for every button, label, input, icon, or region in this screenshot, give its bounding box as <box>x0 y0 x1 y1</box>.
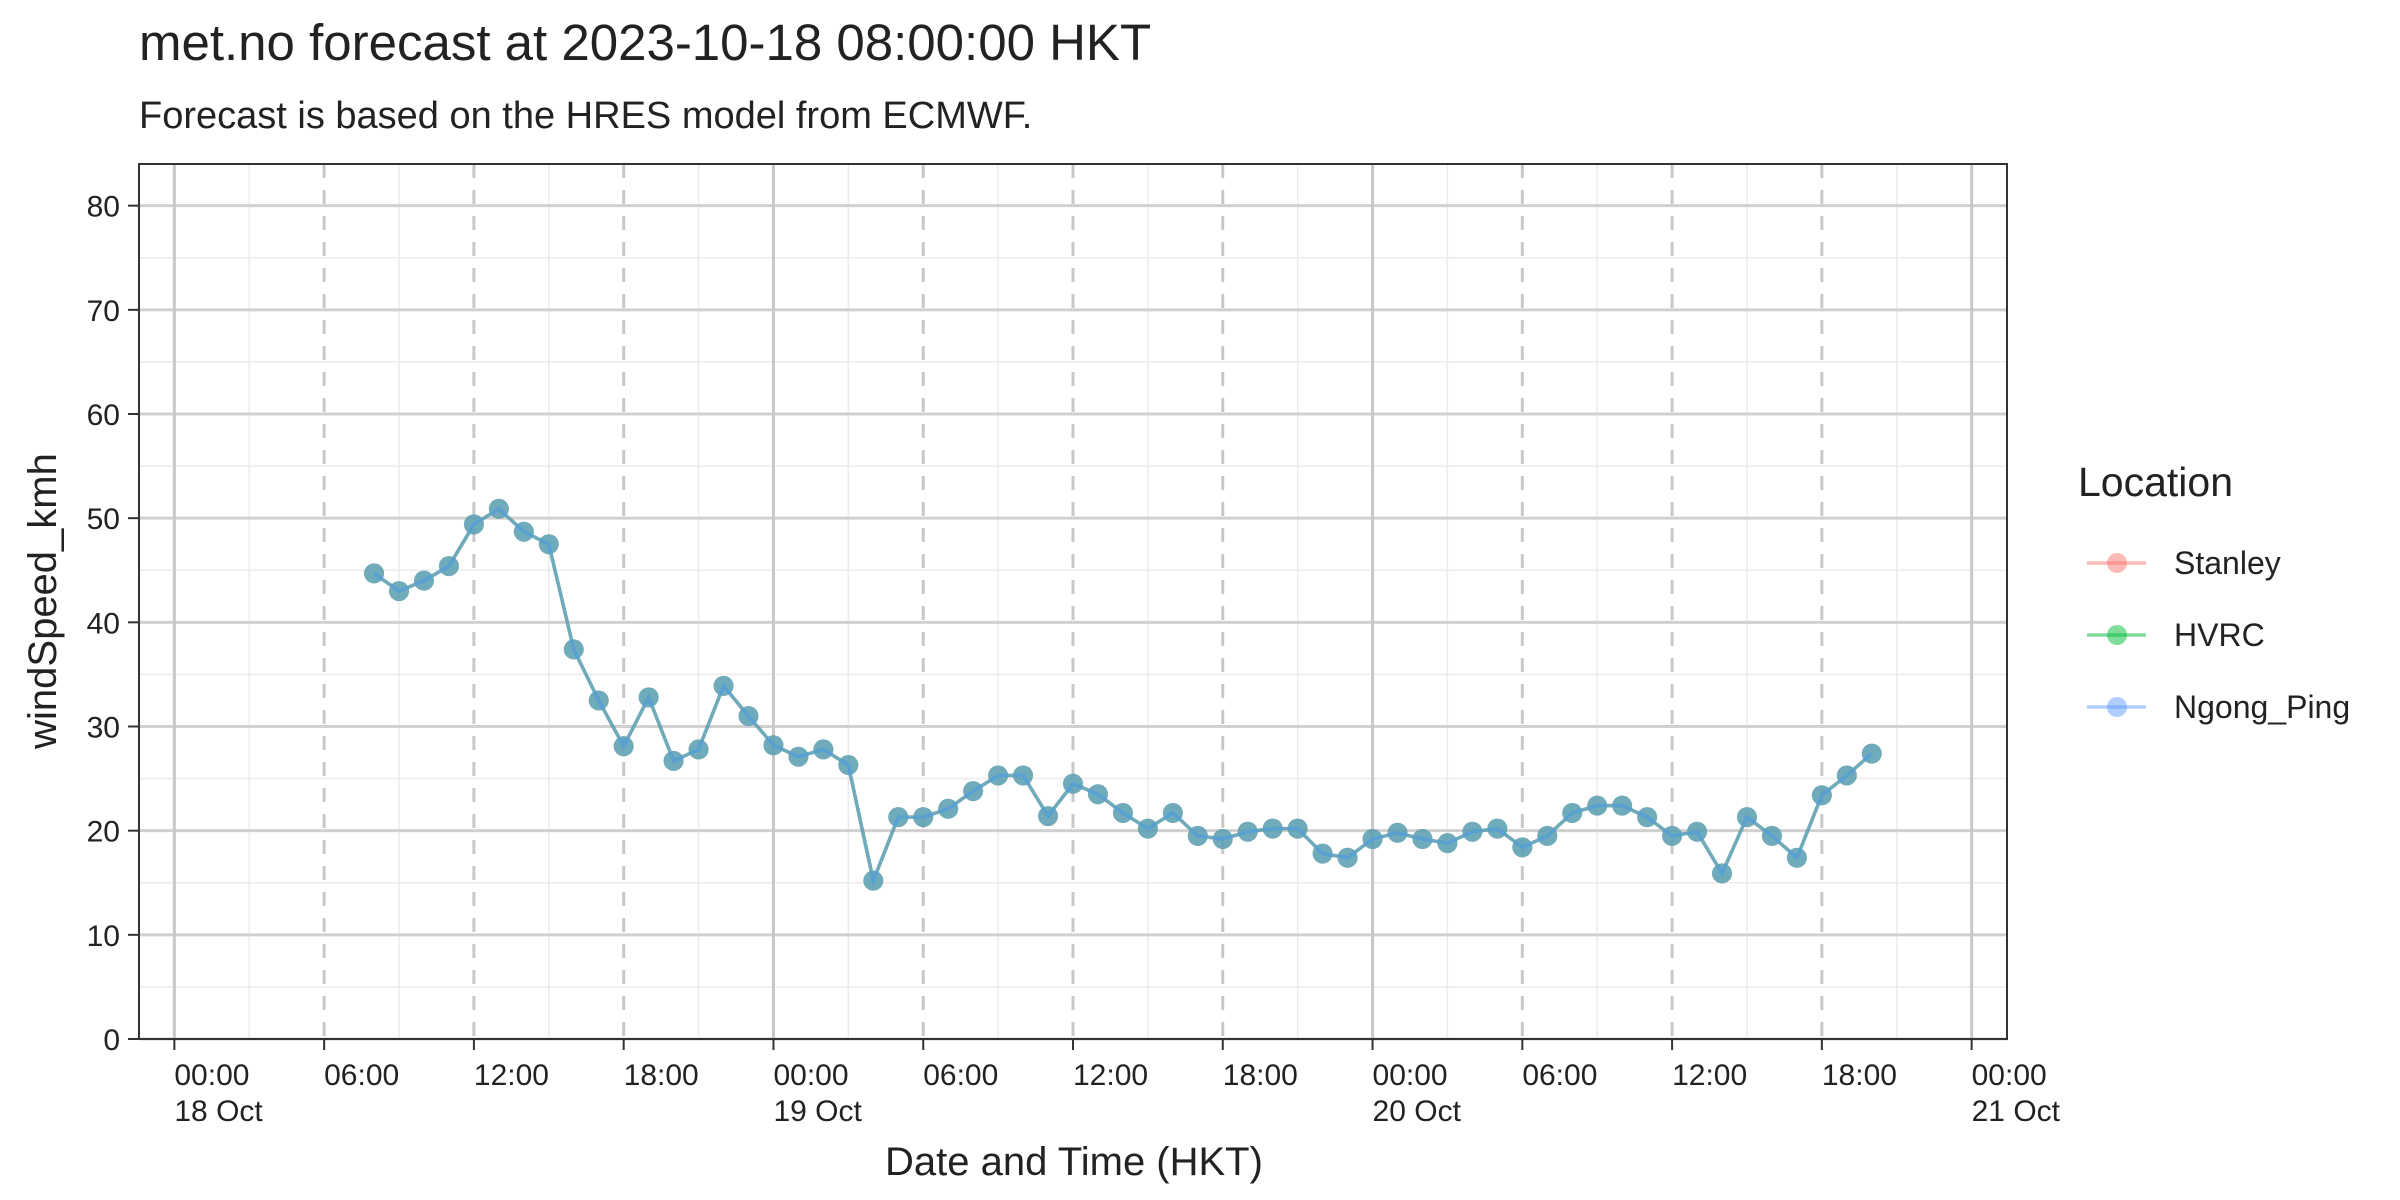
data-point <box>538 534 559 555</box>
legend-key-point <box>2107 625 2127 645</box>
data-point <box>1562 802 1583 823</box>
data-point <box>688 739 709 760</box>
chart-title: met.no forecast at 2023-10-18 08:00:00 H… <box>139 14 1151 71</box>
data-point <box>813 739 834 760</box>
data-point <box>1137 818 1158 839</box>
x-tick-label: 18:00 <box>1822 1059 1897 1092</box>
y-tick-label: 10 <box>87 920 120 953</box>
x-tick-label: 00:00 19 Oct <box>773 1059 862 1128</box>
data-point <box>1162 802 1183 823</box>
y-tick-label: 0 <box>103 1024 120 1057</box>
data-point <box>1038 806 1059 827</box>
data-point <box>1512 837 1533 858</box>
data-point <box>863 870 884 891</box>
data-point <box>563 639 584 660</box>
y-axis-title: windSpeed_kmh <box>21 453 65 750</box>
data-point <box>1412 829 1433 849</box>
data-point <box>1187 825 1208 846</box>
data-point <box>1687 821 1708 842</box>
data-point <box>1836 765 1857 786</box>
data-point <box>988 765 1009 786</box>
y-tick-label: 60 <box>87 399 120 432</box>
data-point <box>1237 821 1258 842</box>
x-tick-label: 18:00 <box>1223 1059 1298 1092</box>
data-point <box>413 570 434 591</box>
data-point <box>638 687 659 708</box>
data-point <box>763 735 784 756</box>
data-point <box>1712 863 1733 884</box>
y-tick-label: 20 <box>87 816 120 849</box>
x-tick-label: 12:00 <box>1073 1059 1148 1092</box>
data-point <box>1736 807 1757 828</box>
data-point <box>1462 821 1483 842</box>
data-point <box>1013 765 1034 786</box>
data-point <box>838 755 859 776</box>
data-point <box>788 746 809 767</box>
data-point <box>488 498 509 519</box>
data-point <box>938 798 959 819</box>
x-tick-label: 12:00 <box>474 1059 549 1092</box>
data-point <box>1861 743 1882 764</box>
data-point <box>1212 829 1233 849</box>
legend-key-point <box>2107 697 2127 717</box>
x-tick-label: 18:00 <box>624 1059 699 1092</box>
y-tick-label: 70 <box>87 295 120 328</box>
data-point <box>364 563 385 584</box>
data-point <box>1811 785 1832 806</box>
data-point <box>389 581 410 602</box>
data-point <box>613 736 634 757</box>
y-tick-label: 50 <box>87 503 120 536</box>
data-point <box>1337 847 1358 868</box>
x-tick-label: 06:00 <box>923 1059 998 1092</box>
data-point <box>1063 773 1083 794</box>
data-point <box>1487 818 1508 839</box>
data-point <box>438 556 459 577</box>
x-tick-label: 12:00 <box>1672 1059 1747 1092</box>
data-point <box>1662 825 1683 846</box>
data-point <box>1786 847 1807 868</box>
data-point <box>1262 818 1283 839</box>
data-point <box>463 514 484 535</box>
data-point <box>1537 825 1558 846</box>
plot-border <box>138 163 2008 1040</box>
legend-title: Location <box>2078 459 2233 505</box>
y-tick-label: 30 <box>87 712 120 745</box>
legend-label: Ngong_Ping <box>2174 689 2350 725</box>
data-point <box>1612 795 1633 816</box>
x-tick-label: 00:00 20 Oct <box>1373 1059 1462 1128</box>
x-tick-label: 06:00 <box>324 1059 399 1092</box>
legend-key-point <box>2107 553 2127 573</box>
legend-label: HVRC <box>2174 617 2265 653</box>
data-point <box>663 750 684 771</box>
chart-subtitle: Forecast is based on the HRES model from… <box>139 95 1032 137</box>
data-point <box>513 521 534 542</box>
data-point <box>588 690 609 711</box>
data-point <box>1287 818 1308 839</box>
data-point <box>738 706 759 727</box>
x-axis-title: Date and Time (HKT) <box>885 1140 1263 1184</box>
y-tick-label: 80 <box>87 191 120 224</box>
data-point <box>1761 825 1782 846</box>
x-tick-label: 06:00 <box>1522 1059 1597 1092</box>
x-tick-label: 00:00 18 Oct <box>174 1059 263 1128</box>
data-point <box>963 781 984 802</box>
data-point <box>1112 802 1133 823</box>
data-point <box>888 807 909 828</box>
data-point <box>1312 843 1333 864</box>
data-point <box>1437 833 1458 854</box>
data-point <box>1637 807 1658 828</box>
data-point <box>1387 822 1408 843</box>
x-tick-label: 00:00 21 Oct <box>1972 1059 2061 1128</box>
data-point <box>1087 784 1108 805</box>
data-point <box>1587 795 1608 816</box>
data-point <box>1362 829 1383 849</box>
legend-label: Stanley <box>2174 545 2281 581</box>
data-point <box>713 675 734 696</box>
data-point <box>913 807 934 828</box>
y-tick-label: 40 <box>87 607 120 640</box>
